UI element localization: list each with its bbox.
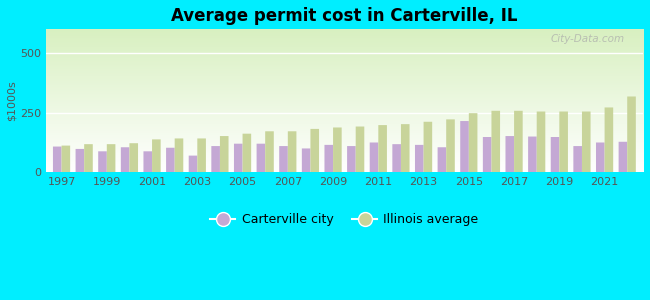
Bar: [198, 138, 206, 172]
Bar: [424, 122, 432, 172]
Bar: [356, 127, 364, 172]
Bar: [483, 137, 491, 172]
Bar: [560, 112, 568, 172]
Bar: [506, 136, 514, 172]
Bar: [370, 142, 378, 172]
Bar: [62, 146, 70, 172]
Bar: [514, 111, 523, 172]
Bar: [265, 131, 274, 172]
Bar: [491, 111, 500, 172]
Bar: [393, 144, 401, 172]
Bar: [582, 112, 591, 172]
Bar: [220, 136, 229, 172]
Bar: [175, 138, 183, 172]
Bar: [234, 144, 242, 172]
Bar: [107, 144, 116, 172]
Bar: [378, 125, 387, 172]
Bar: [573, 146, 582, 172]
Bar: [324, 145, 333, 172]
Bar: [280, 146, 288, 172]
Bar: [551, 137, 560, 172]
Text: City-Data.com: City-Data.com: [551, 34, 625, 44]
Y-axis label: $1000s: $1000s: [7, 80, 17, 121]
Bar: [596, 142, 605, 172]
Bar: [537, 112, 545, 172]
Bar: [401, 124, 410, 172]
Legend: Carterville city, Illinois average: Carterville city, Illinois average: [211, 213, 478, 226]
Bar: [415, 145, 424, 172]
Bar: [257, 144, 265, 172]
Bar: [152, 140, 161, 172]
Bar: [311, 129, 319, 172]
Bar: [302, 148, 311, 172]
Bar: [347, 146, 356, 172]
Bar: [144, 151, 152, 172]
Bar: [333, 128, 342, 172]
Bar: [619, 142, 627, 172]
Bar: [460, 121, 469, 172]
Bar: [627, 97, 636, 172]
Bar: [121, 147, 129, 172]
Bar: [604, 107, 613, 172]
Bar: [437, 147, 446, 172]
Bar: [242, 134, 251, 172]
Bar: [446, 119, 455, 172]
Bar: [188, 156, 198, 172]
Bar: [53, 146, 62, 172]
Bar: [166, 148, 175, 172]
Bar: [84, 144, 93, 172]
Title: Average permit cost in Carterville, IL: Average permit cost in Carterville, IL: [171, 7, 517, 25]
Bar: [211, 146, 220, 172]
Bar: [528, 136, 537, 172]
Bar: [129, 143, 138, 172]
Bar: [288, 131, 296, 172]
Bar: [469, 113, 478, 172]
Bar: [75, 149, 84, 172]
Bar: [98, 151, 107, 172]
